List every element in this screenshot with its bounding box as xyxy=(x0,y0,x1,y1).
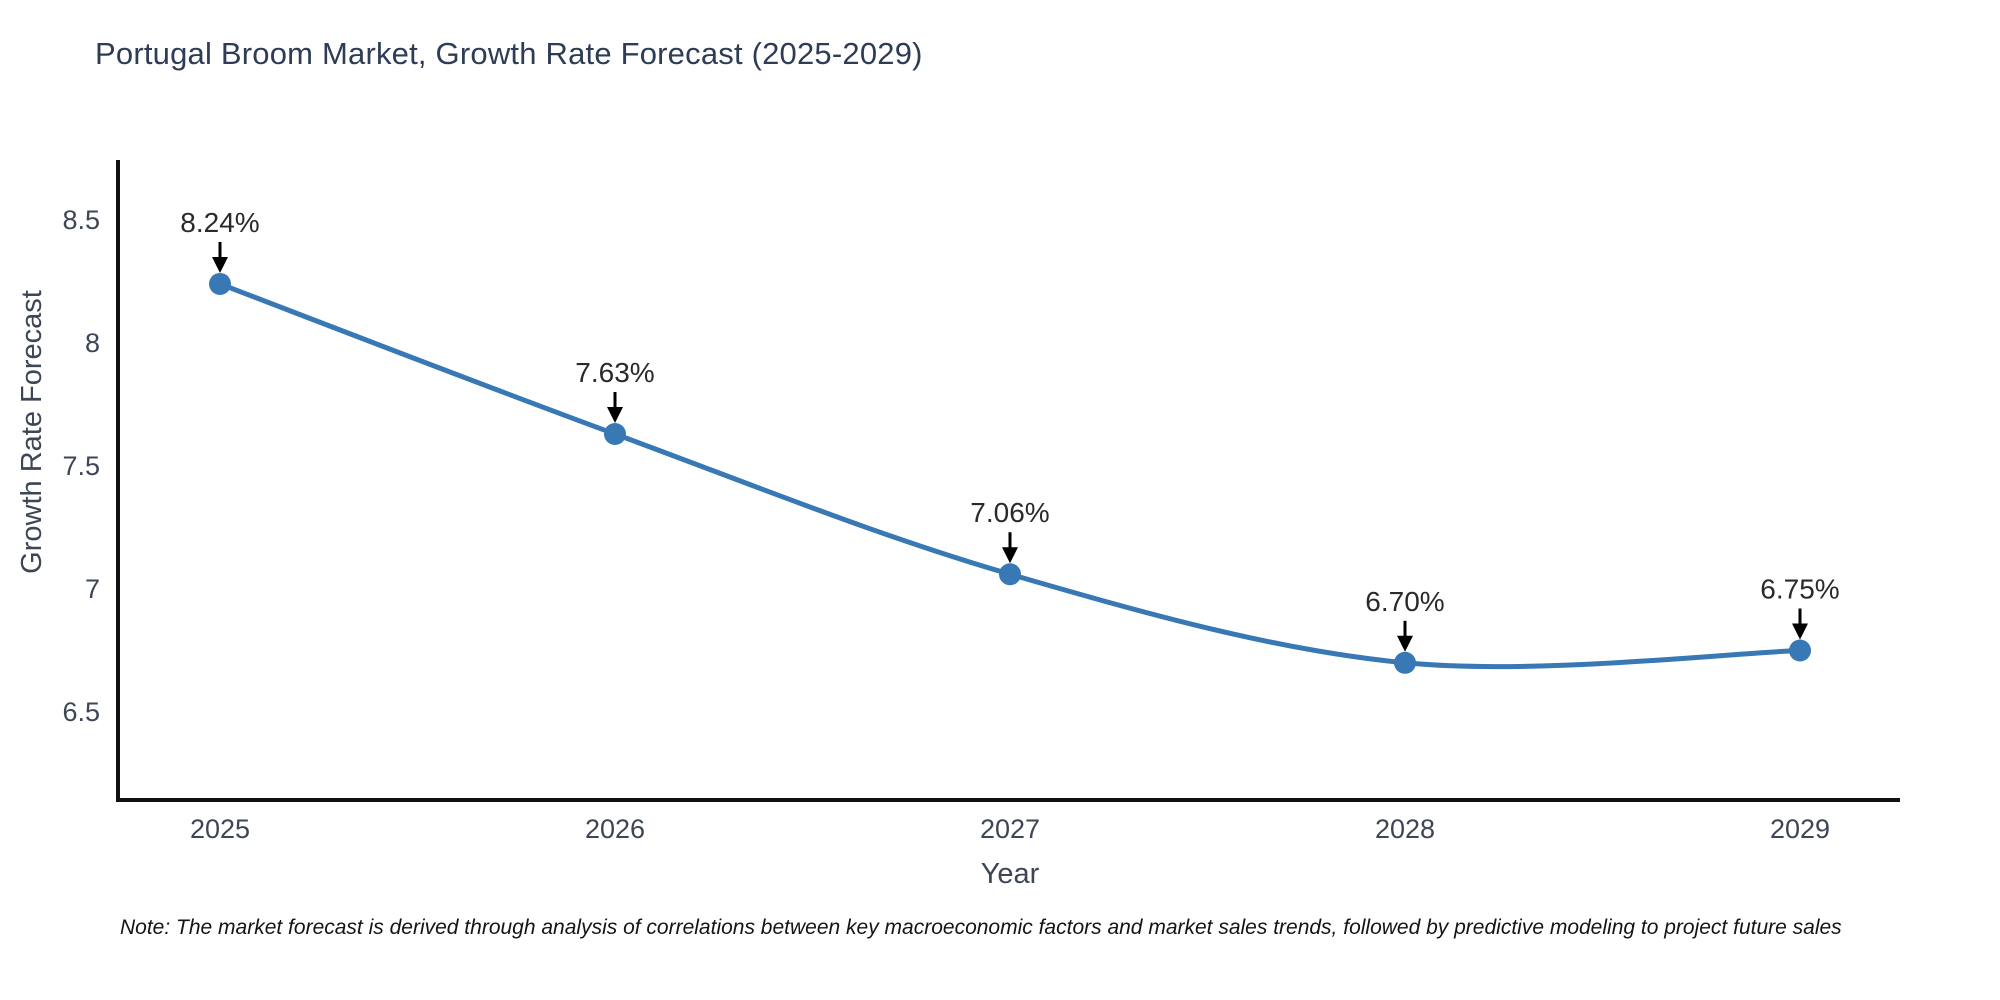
annotation-arrow-head xyxy=(1002,547,1018,564)
annotation-arrow-head xyxy=(212,256,228,273)
x-tick-label: 2026 xyxy=(585,814,645,844)
annotation-arrow-head xyxy=(1397,635,1413,652)
y-tick-label: 7 xyxy=(85,574,100,604)
data-point-marker-2027 xyxy=(999,563,1021,586)
y-tick-label: 7.5 xyxy=(62,451,100,481)
annotation-value-label: 8.24% xyxy=(180,207,259,238)
y-axis-title: Growth Rate Forecast xyxy=(16,290,48,574)
x-tick-label: 2028 xyxy=(1375,814,1435,844)
y-tick-label: 8 xyxy=(85,328,100,358)
x-tick-label: 2027 xyxy=(980,814,1040,844)
annotation-arrow-head xyxy=(1792,623,1808,640)
forecast-line xyxy=(217,281,1803,670)
x-tick-label: 2029 xyxy=(1770,814,1830,844)
annotation-value-label: 7.06% xyxy=(970,497,1049,528)
annotation-value-label: 6.70% xyxy=(1365,586,1444,617)
annotation-value-label: 6.75% xyxy=(1760,574,1839,605)
chart-title: Portugal Broom Market, Growth Rate Forec… xyxy=(95,36,923,71)
data-point-marker-2025 xyxy=(209,272,231,295)
y-tick-label: 8.5 xyxy=(62,205,100,235)
y-tick-label: 6.5 xyxy=(62,697,100,727)
annotation-value-label: 7.63% xyxy=(575,357,654,388)
x-tick-label: 2025 xyxy=(190,814,250,844)
data-point-marker-2028 xyxy=(1394,651,1416,674)
data-point-marker-2026 xyxy=(604,423,626,446)
x-axis-title: Year xyxy=(980,858,1040,890)
data-point-marker-2029 xyxy=(1789,639,1811,662)
annotation-arrow-head xyxy=(607,407,623,424)
methodology-note: Note: The market forecast is derived thr… xyxy=(120,916,1842,939)
